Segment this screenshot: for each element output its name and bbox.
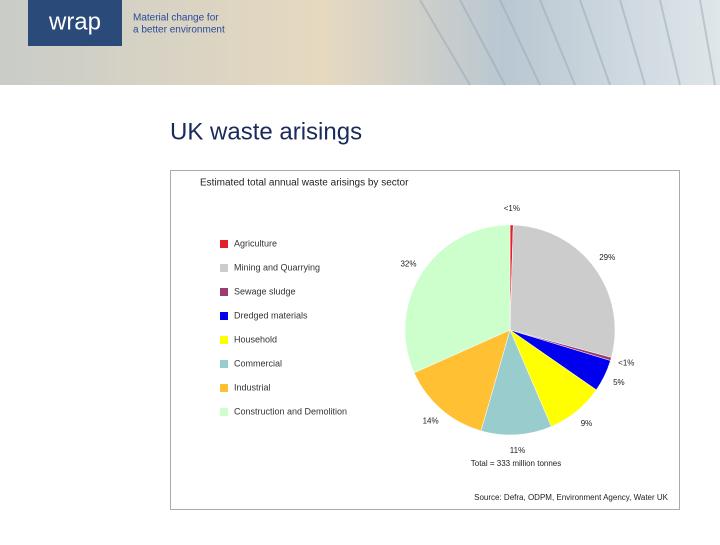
- source: Source: Defra, ODPM, Environment Agency,…: [474, 493, 669, 502]
- legend-label: Sewage sludge: [234, 286, 296, 296]
- slice-label: 5%: [613, 378, 625, 387]
- legend-swatch: [220, 336, 228, 344]
- legend-swatch: [220, 312, 228, 320]
- legend-label: Construction and Demolition: [234, 406, 347, 416]
- legend-swatch: [220, 288, 228, 296]
- legend-swatch: [220, 360, 228, 368]
- slice-label: <1%: [504, 204, 520, 213]
- header-decor: [419, 0, 716, 86]
- legend-label: Commercial: [234, 358, 282, 368]
- legend-label: Industrial: [234, 382, 271, 392]
- logo-box: [28, 0, 122, 46]
- slice-label: 14%: [423, 416, 439, 425]
- slice-label: 29%: [599, 253, 615, 262]
- annotation: Total = 333 million tonnes: [471, 459, 562, 468]
- pie-slice: [509, 224, 616, 358]
- legend-swatch: [220, 240, 228, 248]
- legend-label: Household: [234, 334, 277, 344]
- tagline: Material change for: [133, 13, 219, 24]
- slide-title: UK waste arisings: [170, 118, 362, 145]
- slice-label: 11%: [510, 446, 525, 455]
- chart-title: Estimated total annual waste arisings by…: [200, 178, 409, 189]
- tagline: a better environment: [133, 25, 225, 36]
- legend-label: Mining and Quarrying: [234, 262, 320, 272]
- legend-label: Dredged materials: [234, 310, 308, 320]
- pie-slice: [413, 329, 511, 432]
- slice-label: 32%: [400, 259, 416, 268]
- pie-slice: [480, 329, 552, 436]
- legend-swatch: [220, 408, 228, 416]
- legend-label: Agriculture: [234, 238, 277, 248]
- legend-swatch: [220, 384, 228, 392]
- slice-label: 9%: [581, 419, 593, 428]
- pie-slice: [404, 224, 511, 374]
- logo: wrap: [48, 8, 101, 35]
- slice-label: <1%: [618, 359, 634, 368]
- legend-swatch: [220, 264, 228, 272]
